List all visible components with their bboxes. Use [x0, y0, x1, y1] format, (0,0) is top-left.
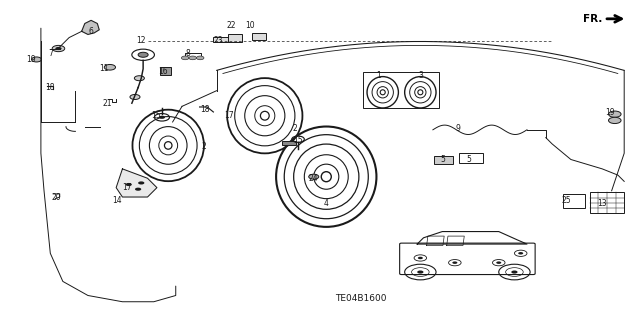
Circle shape [511, 271, 518, 274]
Circle shape [189, 56, 196, 60]
Circle shape [138, 182, 145, 184]
Text: 24: 24 [309, 174, 319, 183]
Text: 17: 17 [224, 111, 234, 120]
Text: 14: 14 [113, 196, 122, 205]
Bar [213, 37, 229, 42]
Bar [282, 141, 296, 145]
Text: 13: 13 [597, 199, 607, 208]
Text: 11: 11 [99, 64, 108, 73]
Text: 23: 23 [214, 36, 223, 45]
Circle shape [609, 117, 621, 123]
Circle shape [138, 52, 148, 57]
Text: 25: 25 [561, 196, 571, 205]
Circle shape [417, 271, 424, 274]
Circle shape [135, 188, 141, 191]
Text: 5: 5 [440, 155, 445, 164]
Text: FR.: FR. [583, 14, 602, 24]
Text: 15: 15 [293, 136, 303, 145]
Bar [589, 192, 624, 213]
Circle shape [31, 57, 42, 62]
Text: 12: 12 [136, 36, 146, 45]
Text: 17: 17 [122, 183, 132, 192]
Circle shape [452, 261, 458, 264]
Circle shape [181, 56, 189, 60]
Text: 6: 6 [88, 27, 93, 36]
Circle shape [518, 252, 524, 255]
Bar [563, 194, 586, 208]
Circle shape [55, 47, 61, 50]
Circle shape [52, 45, 65, 52]
Bar [434, 156, 453, 164]
Text: 22: 22 [226, 20, 236, 30]
Bar [160, 67, 172, 75]
Circle shape [418, 257, 423, 259]
Circle shape [496, 261, 501, 264]
Circle shape [196, 56, 204, 60]
Bar [228, 33, 242, 42]
Text: 5: 5 [467, 155, 472, 164]
Text: 2: 2 [292, 124, 298, 133]
Circle shape [308, 174, 319, 179]
Text: 20: 20 [52, 192, 61, 202]
Text: 1: 1 [376, 70, 381, 80]
Text: 18: 18 [200, 105, 209, 114]
Text: 8: 8 [186, 49, 191, 58]
Circle shape [609, 111, 621, 117]
Circle shape [130, 94, 140, 100]
Text: 7: 7 [48, 49, 52, 58]
Text: 9: 9 [456, 124, 460, 133]
Circle shape [104, 64, 116, 70]
Text: 19: 19 [27, 55, 36, 64]
Circle shape [125, 183, 132, 186]
Polygon shape [82, 20, 99, 34]
Text: 21: 21 [102, 99, 111, 108]
Text: 19: 19 [605, 108, 614, 117]
Circle shape [159, 116, 165, 119]
Circle shape [134, 76, 145, 81]
Bar [363, 72, 439, 108]
Text: 3: 3 [418, 70, 423, 80]
Text: 16: 16 [158, 67, 168, 77]
Text: 15: 15 [151, 111, 161, 120]
Text: 4: 4 [324, 199, 329, 208]
Text: 2: 2 [202, 143, 206, 152]
Bar [252, 33, 266, 40]
Polygon shape [116, 169, 157, 197]
Text: 18: 18 [45, 83, 55, 92]
Bar [460, 152, 483, 163]
Text: 10: 10 [245, 20, 255, 30]
Text: TE04B1600: TE04B1600 [335, 294, 387, 303]
